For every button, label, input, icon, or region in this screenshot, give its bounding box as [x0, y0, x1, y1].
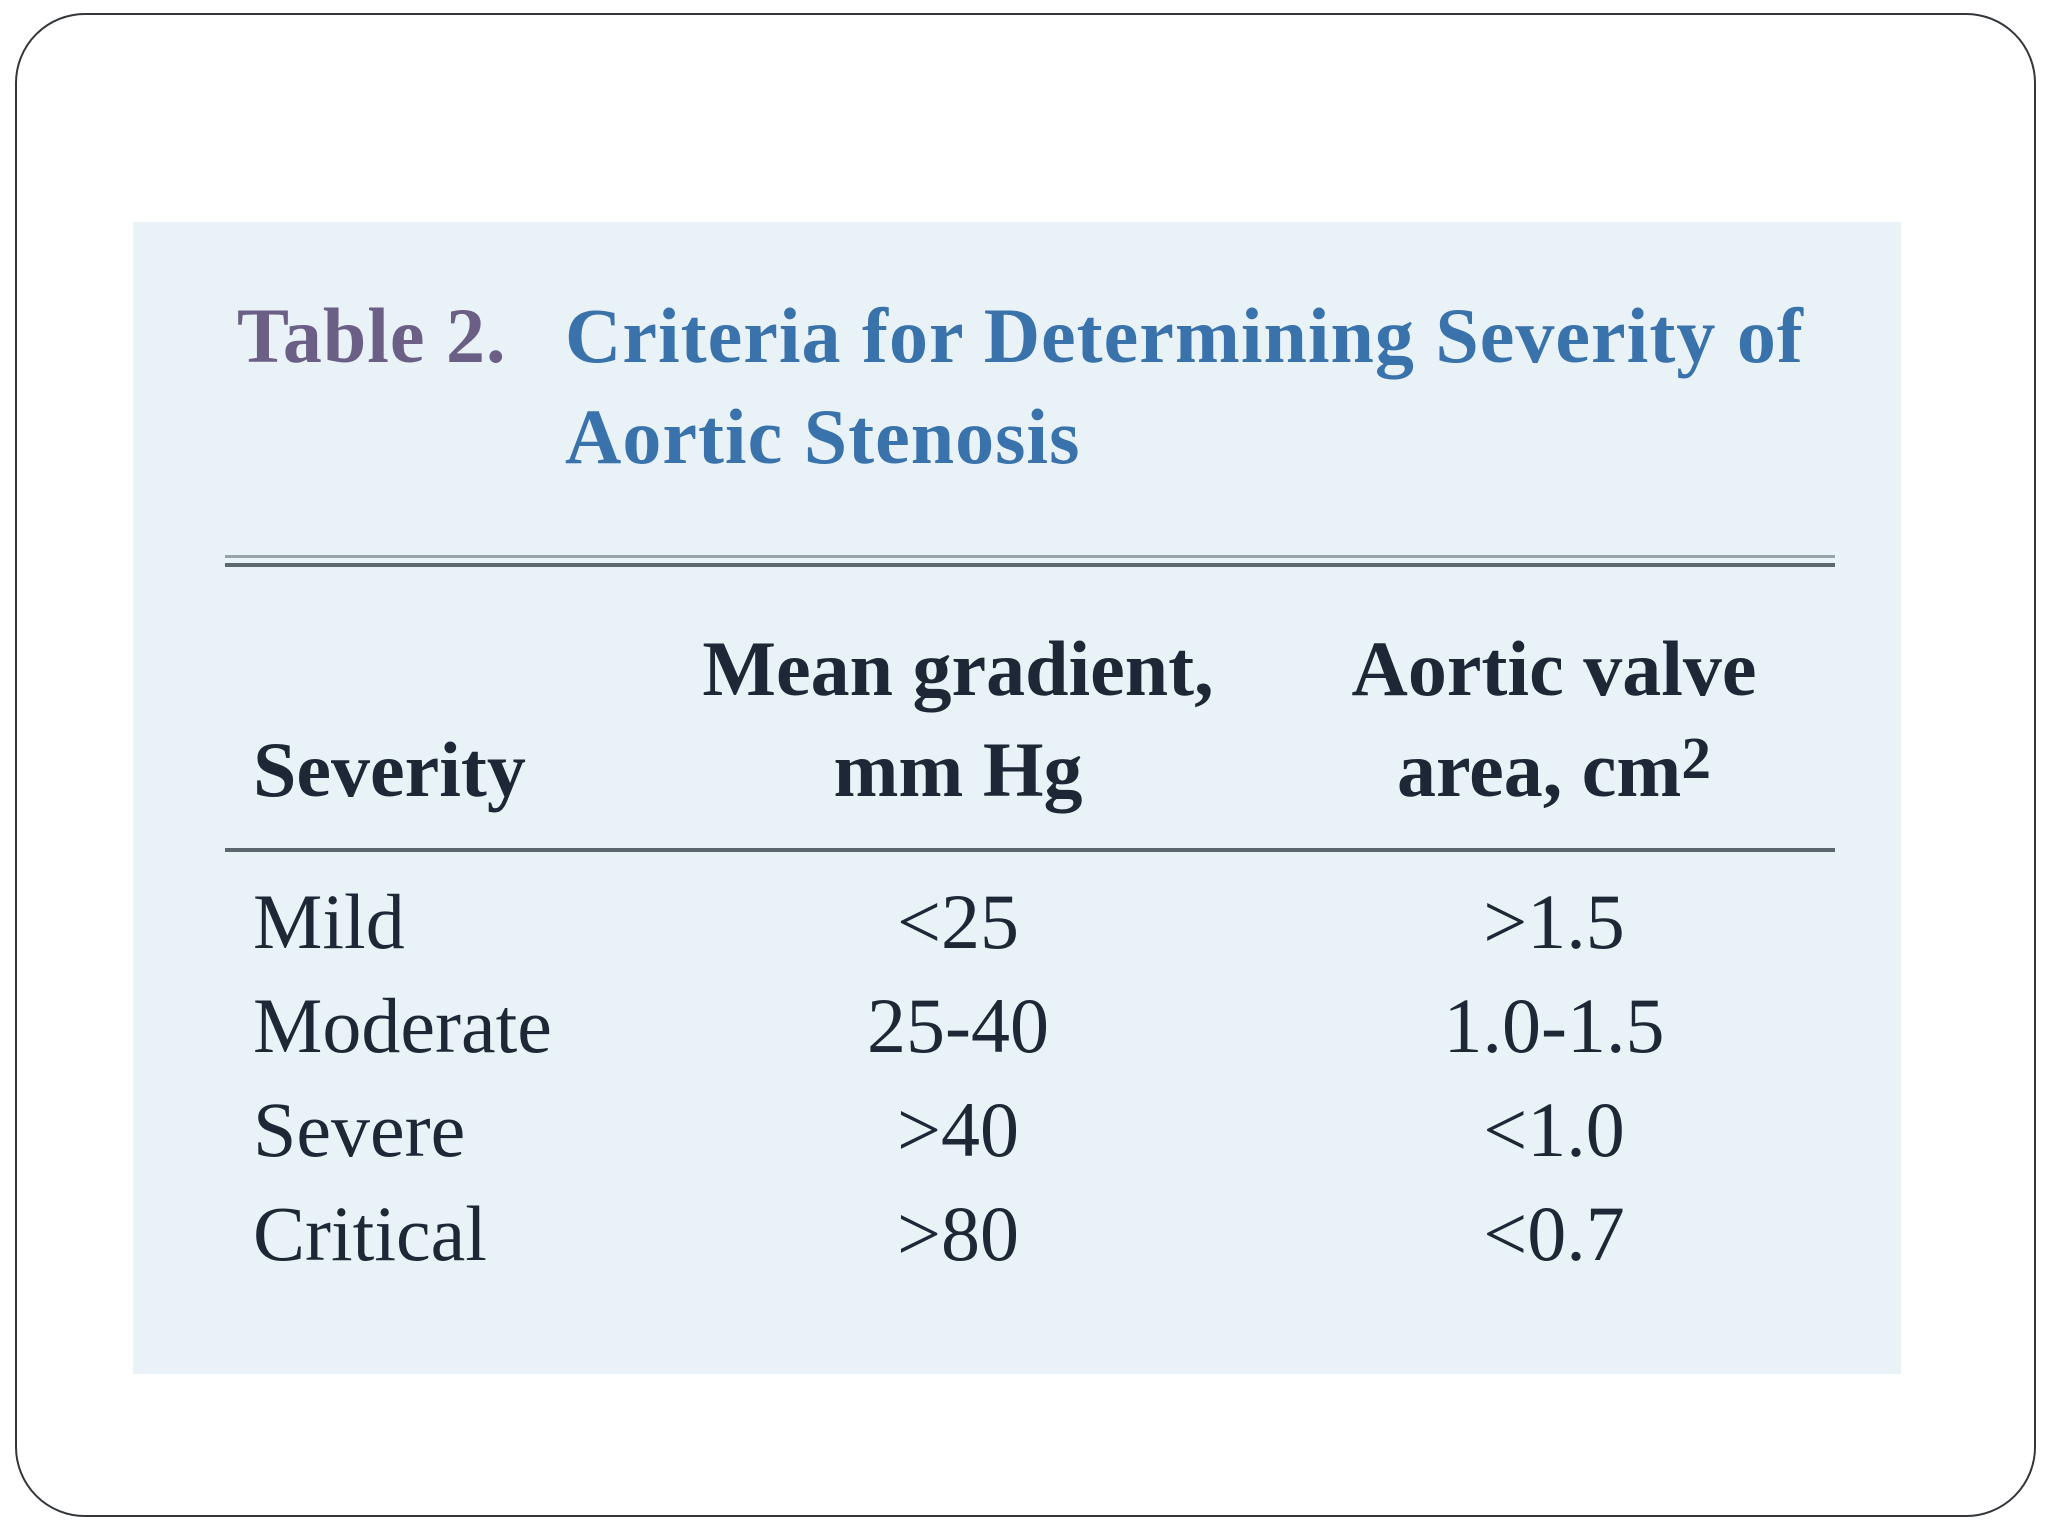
table-label: Table 2.: [237, 292, 507, 379]
column-header-severity: Severity: [253, 726, 526, 813]
column-header-mean-gradient-line2: mm Hg: [833, 726, 1083, 813]
table-title-line1: Criteria for Determining Severity of: [565, 292, 1804, 379]
gradient-cell: <25: [897, 878, 1019, 965]
severity-cell: Critical: [253, 1190, 487, 1277]
table-row-critical: Critical >80 <0.7: [225, 1182, 1835, 1286]
gradient-cell: >80: [897, 1190, 1019, 1277]
column-header-aortic-valve-area: Aortic valve area, cm2: [1273, 618, 1835, 820]
area-cell: <1.0: [1483, 1086, 1625, 1173]
table-title: Criteria for Determining Severity of Aor…: [565, 285, 1804, 487]
area-cell: >1.5: [1483, 878, 1625, 965]
area-cell: 1.0-1.5: [1443, 982, 1665, 1069]
table-body: Mild <25 >1.5 Moderate 25-40 1.0-1.5 Sev…: [225, 870, 1835, 1286]
column-header-mean-gradient-line1: Mean gradient,: [702, 625, 1214, 712]
severity-cell: Severe: [253, 1086, 466, 1173]
column-header-area-superscript: 2: [1681, 725, 1712, 792]
table-row-mild: Mild <25 >1.5: [225, 870, 1835, 974]
table-header-divider-rule: [225, 848, 1835, 852]
column-header-aortic-valve-line1: Aortic valve: [1351, 625, 1757, 712]
column-header-aortic-valve-line2: area, cm2: [1273, 719, 1835, 820]
table-row-moderate: Moderate 25-40 1.0-1.5: [225, 974, 1835, 1078]
severity-cell: Moderate: [253, 982, 552, 1069]
table-top-double-rule: [225, 555, 1835, 567]
gradient-cell: >40: [897, 1086, 1019, 1173]
severity-cell: Mild: [253, 878, 405, 965]
table-row-severe: Severe >40 <1.0: [225, 1078, 1835, 1182]
column-header-area-cm: area, cm: [1396, 726, 1682, 813]
table-title-row: Table 2. Criteria for Determining Severi…: [237, 285, 1804, 487]
slide-rounded-border: [15, 13, 2036, 1517]
area-cell: <0.7: [1483, 1190, 1625, 1277]
table-panel: Table 2. Criteria for Determining Severi…: [133, 222, 1901, 1374]
table-title-line2: Aortic Stenosis: [565, 393, 1081, 480]
table-header-row: Severity Mean gradient, mm Hg Aortic val…: [225, 618, 1835, 820]
column-header-mean-gradient: Mean gradient, mm Hg: [643, 618, 1273, 820]
gradient-cell: 25-40: [867, 982, 1049, 1069]
